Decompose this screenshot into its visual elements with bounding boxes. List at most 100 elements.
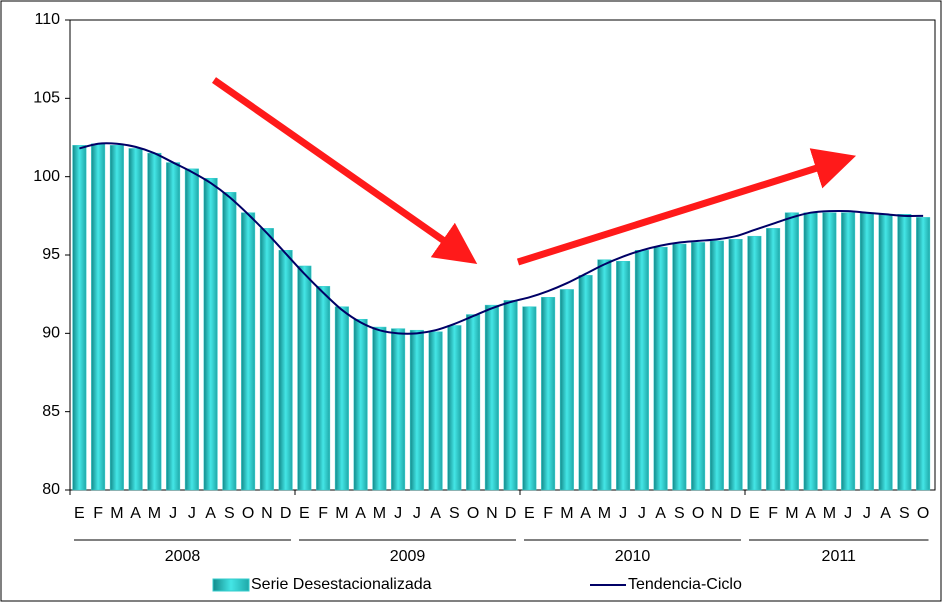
x-tick-label: M bbox=[335, 505, 348, 522]
bar bbox=[109, 145, 124, 491]
bar bbox=[128, 148, 143, 491]
x-tick-label: J bbox=[413, 505, 421, 522]
y-tick-label: 95 bbox=[42, 246, 60, 263]
bar bbox=[259, 228, 274, 491]
x-tick-label: J bbox=[188, 505, 196, 522]
x-tick-label: E bbox=[749, 505, 760, 522]
bar bbox=[241, 212, 256, 491]
bar bbox=[766, 228, 781, 491]
bar bbox=[541, 297, 556, 491]
x-tick-label: J bbox=[394, 505, 402, 522]
x-tick-label: D bbox=[280, 505, 292, 522]
x-tick-label: M bbox=[373, 505, 386, 522]
bar bbox=[709, 240, 724, 491]
bar bbox=[466, 314, 481, 491]
x-tick-label: M bbox=[148, 505, 161, 522]
bar bbox=[841, 212, 856, 491]
x-tick-label: E bbox=[74, 505, 85, 522]
bar bbox=[784, 212, 799, 491]
bar bbox=[372, 326, 387, 491]
bar bbox=[578, 275, 593, 491]
y-tick-label: 90 bbox=[42, 325, 60, 342]
x-tick-label: N bbox=[486, 505, 498, 522]
bar bbox=[728, 239, 743, 491]
year-label: 2010 bbox=[615, 548, 651, 565]
x-tick-label: A bbox=[880, 505, 891, 522]
bar bbox=[391, 328, 406, 491]
bar bbox=[672, 243, 687, 491]
bar bbox=[859, 212, 874, 491]
x-tick-label: J bbox=[863, 505, 871, 522]
up-arrow bbox=[516, 148, 857, 266]
x-tick-label: M bbox=[598, 505, 611, 522]
bar bbox=[916, 217, 931, 491]
x-tick-label: O bbox=[692, 505, 704, 522]
trend-line bbox=[79, 142, 924, 335]
bar bbox=[803, 212, 818, 491]
x-tick-label: A bbox=[430, 505, 441, 522]
bar bbox=[203, 177, 218, 491]
x-tick-label: J bbox=[844, 505, 852, 522]
x-tick-label: O bbox=[917, 505, 929, 522]
year-label: 2009 bbox=[390, 548, 426, 565]
bar bbox=[878, 214, 893, 491]
x-tick-label: A bbox=[655, 505, 666, 522]
bar bbox=[353, 318, 368, 491]
x-tick-label: A bbox=[580, 505, 591, 522]
x-tick-label: M bbox=[110, 505, 123, 522]
x-tick-label: D bbox=[505, 505, 517, 522]
year-label: 2008 bbox=[165, 548, 201, 565]
bar bbox=[484, 304, 499, 491]
bar bbox=[522, 306, 537, 491]
x-tick-label: F bbox=[93, 505, 103, 522]
x-tick-label: E bbox=[524, 505, 535, 522]
bar bbox=[147, 152, 162, 491]
legend-swatch bbox=[212, 578, 250, 592]
x-tick-label: S bbox=[674, 505, 685, 522]
legend-label: Serie Desestacionalizada bbox=[251, 576, 432, 593]
bar bbox=[409, 329, 424, 491]
x-tick-label: S bbox=[899, 505, 910, 522]
x-tick-label: A bbox=[355, 505, 366, 522]
x-tick-label: J bbox=[638, 505, 646, 522]
bar bbox=[691, 242, 706, 491]
x-tick-label: J bbox=[619, 505, 627, 522]
bar bbox=[634, 250, 649, 491]
y-tick-label: 80 bbox=[42, 481, 60, 498]
x-tick-label: A bbox=[805, 505, 816, 522]
y-tick-label: 110 bbox=[34, 11, 60, 28]
plot-area bbox=[65, 19, 936, 495]
x-tick-label: M bbox=[823, 505, 836, 522]
bar bbox=[278, 250, 293, 491]
bar bbox=[72, 145, 87, 491]
bar bbox=[166, 162, 181, 491]
bar bbox=[297, 265, 312, 491]
x-tick-label: A bbox=[205, 505, 216, 522]
x-tick-label: F bbox=[318, 505, 328, 522]
x-tick-label: D bbox=[730, 505, 742, 522]
bar bbox=[334, 306, 349, 491]
x-tick-label: S bbox=[449, 505, 460, 522]
year-label: 2011 bbox=[822, 548, 857, 565]
x-tick-label: M bbox=[560, 505, 573, 522]
bar bbox=[747, 235, 762, 491]
x-tick-label: S bbox=[224, 505, 235, 522]
bar bbox=[616, 261, 631, 491]
legend-label: Tendencia-Ciclo bbox=[628, 576, 742, 593]
bar bbox=[597, 259, 612, 491]
bar bbox=[428, 331, 443, 491]
x-tick-label: M bbox=[785, 505, 798, 522]
bar bbox=[897, 214, 912, 491]
x-tick-label: E bbox=[299, 505, 310, 522]
y-tick-label: 105 bbox=[33, 90, 60, 107]
x-tick-label: N bbox=[261, 505, 273, 522]
bar bbox=[222, 192, 237, 491]
y-tick-label: 85 bbox=[42, 403, 60, 420]
bar bbox=[822, 212, 837, 491]
x-tick-label: J bbox=[169, 505, 177, 522]
x-tick-label: F bbox=[543, 505, 553, 522]
x-tick-label: F bbox=[768, 505, 778, 522]
bar bbox=[653, 246, 668, 491]
bar bbox=[184, 168, 199, 491]
